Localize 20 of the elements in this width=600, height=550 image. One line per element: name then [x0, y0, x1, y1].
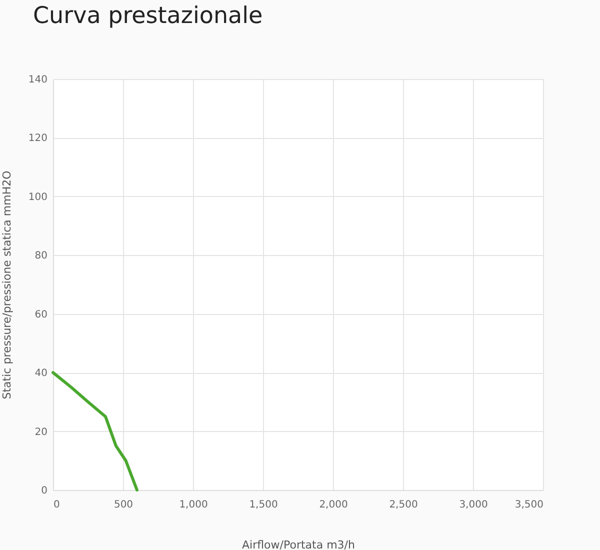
y-tick-label: 0	[41, 486, 48, 496]
x-tick-label: 2,500	[389, 500, 418, 510]
y-tick-label: 140	[28, 74, 48, 86]
x-tick-label: 1,000	[179, 500, 208, 510]
y-tick-label: 40	[34, 368, 48, 380]
x-tick-label: 500	[114, 500, 134, 510]
y-axis-title: Static pressure/pressione statica mmH2O	[0, 170, 14, 400]
y-tick-label: 100	[28, 192, 48, 203]
y-tick-label: 60	[34, 309, 48, 320]
x-tick-label: 3,500	[514, 500, 544, 510]
y-tick-label: 120	[28, 133, 48, 144]
x-tick-label: 1,500	[249, 500, 278, 510]
x-tick-label: 2,000	[319, 500, 348, 510]
line-series	[52, 371, 138, 492]
y-tick-label: 80	[34, 250, 48, 262]
x-tick-label: 3,000	[459, 500, 488, 510]
y-tick-label: 20	[34, 426, 48, 438]
x-tick-label: 0	[54, 500, 60, 510]
x-axis-title: Airflow/Portata m3/h	[242, 538, 355, 550]
chart-title: Curva prestazionale	[33, 3, 263, 29]
